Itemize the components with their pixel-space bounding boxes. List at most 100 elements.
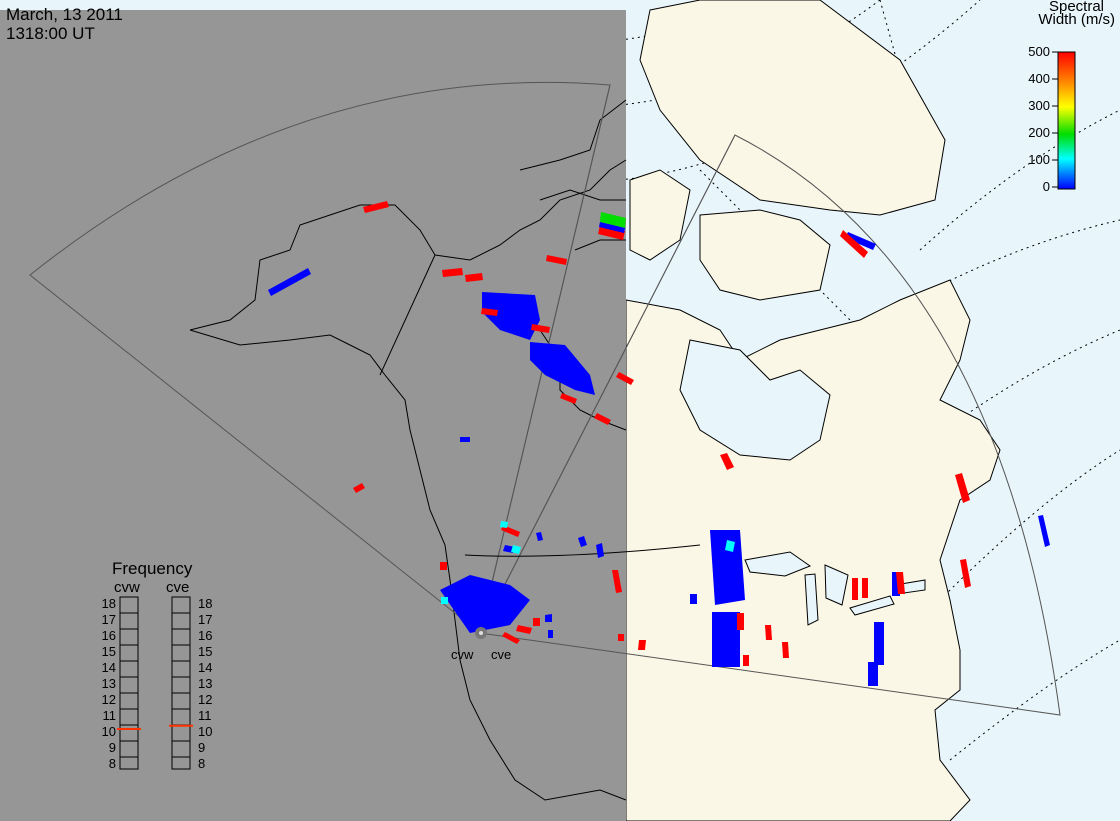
colorbar-tick: 200 (1028, 125, 1050, 140)
lake-superior (744, 551, 812, 577)
echo-patch (440, 575, 530, 633)
echo-cell (502, 632, 520, 644)
freq-tick-left: 11 (102, 708, 117, 723)
echo-cell (955, 473, 970, 503)
echo-cell (852, 578, 858, 600)
alaska-canada-border (379, 254, 436, 376)
echo-patch (712, 612, 740, 667)
cve-frequency-label: cve (166, 579, 190, 596)
cvw-fov-outline (29, 81, 611, 634)
freq-tick-left: 18 (101, 596, 116, 611)
pacific-coast (349, 344, 627, 801)
echo-cell (511, 545, 521, 554)
freq-tick-right: 14 (198, 660, 213, 675)
freq-tick-right: 10 (198, 724, 213, 739)
echo-cell (616, 372, 634, 385)
freq-tick-right: 16 (198, 628, 213, 643)
echo-cell (840, 230, 868, 258)
echo-cell (782, 642, 789, 658)
colorbar-tick: 0 (1042, 179, 1050, 194)
echo-cell (363, 201, 389, 213)
colorbar-tick: 100 (1028, 152, 1050, 167)
echo-cell (737, 613, 744, 630)
echo-patch (596, 543, 604, 558)
freq-tick-left: 16 (101, 628, 116, 643)
colorbar-gradient (1057, 51, 1076, 190)
baffin-island (699, 209, 831, 301)
echo-cell (594, 413, 611, 425)
cve-frequency-box (171, 596, 191, 770)
alaska-coast (189, 204, 436, 331)
echo-cell (516, 625, 532, 634)
echo-patch (1038, 515, 1050, 547)
echo-cell (720, 453, 734, 470)
freq-tick-right: 9 (198, 740, 206, 755)
echo-cell (442, 268, 463, 277)
echo-patch (868, 662, 878, 686)
us-canada-border (464, 544, 701, 557)
echo-cell (545, 614, 552, 622)
radar-echoes (268, 201, 1050, 686)
cvw-frequency-box (119, 596, 139, 770)
echo-cell (548, 630, 553, 638)
freq-tick-left: 15 (101, 644, 116, 659)
freq-tick-left: 17 (101, 612, 116, 627)
frequency-boxes (119, 596, 191, 770)
water-day (679, 339, 926, 626)
arctic-islands-night (519, 99, 627, 251)
plot-date: March, 13 2011 (6, 5, 123, 24)
freq-tick-right: 11 (198, 708, 212, 723)
echo-cell (725, 540, 735, 552)
lake-michigan (804, 573, 819, 626)
freq-tick-right: 15 (198, 644, 213, 659)
echo-cell (481, 308, 498, 316)
echo-cell (598, 225, 625, 240)
station-label-cve: cve (491, 647, 512, 662)
echo-patch (690, 594, 697, 604)
cve-beam-edge (479, 134, 736, 634)
freq-tick-right: 13 (198, 676, 213, 691)
echo-cell (578, 536, 587, 547)
freq-tick-left: 14 (101, 660, 116, 675)
echo-cell (533, 618, 540, 626)
echo-cell (600, 212, 626, 228)
hudson-bay (679, 339, 831, 461)
echo-cell (960, 559, 971, 588)
echo-cell (612, 570, 622, 593)
cve-fov-outline (479, 134, 1061, 716)
freq-tick-left: 9 (108, 740, 116, 755)
echo-cell (862, 578, 868, 598)
echo-cell (638, 640, 646, 650)
colorbar-tick: 300 (1028, 98, 1050, 113)
echo-cell (896, 572, 905, 594)
freq-tick-left: 8 (108, 756, 116, 771)
echo-cell (440, 562, 447, 570)
echo-cell (353, 483, 365, 493)
freq-tick-left: 10 (101, 724, 116, 739)
freq-tick-right: 8 (198, 756, 206, 771)
echo-cell (765, 625, 772, 640)
colorbar-units: Width (m/s) (1038, 11, 1115, 28)
freq-tick-right: 12 (198, 692, 213, 707)
echo-patch (460, 437, 470, 442)
echo-patch (874, 622, 884, 665)
colorbar-tick: 400 (1028, 71, 1050, 86)
echo-patch (268, 268, 311, 296)
arctic-islands-day (629, 169, 691, 261)
echo-patch (530, 342, 595, 395)
lake-huron (824, 564, 849, 606)
cvw-frequency-label: cvw (114, 579, 140, 596)
echo-patch (482, 292, 540, 340)
plot-time: 1318:00 UT (6, 24, 95, 43)
night-terminator-shade (0, 10, 626, 821)
echo-cell (501, 525, 520, 537)
echo-cell (441, 597, 448, 604)
echo-cell (560, 393, 577, 404)
echo-cell (599, 222, 625, 233)
echo-cell (743, 655, 749, 666)
freq-tick-left: 13 (101, 676, 116, 691)
echo-cell (536, 532, 543, 541)
coastlines-night (189, 99, 627, 801)
freq-tick-right: 18 (198, 596, 213, 611)
